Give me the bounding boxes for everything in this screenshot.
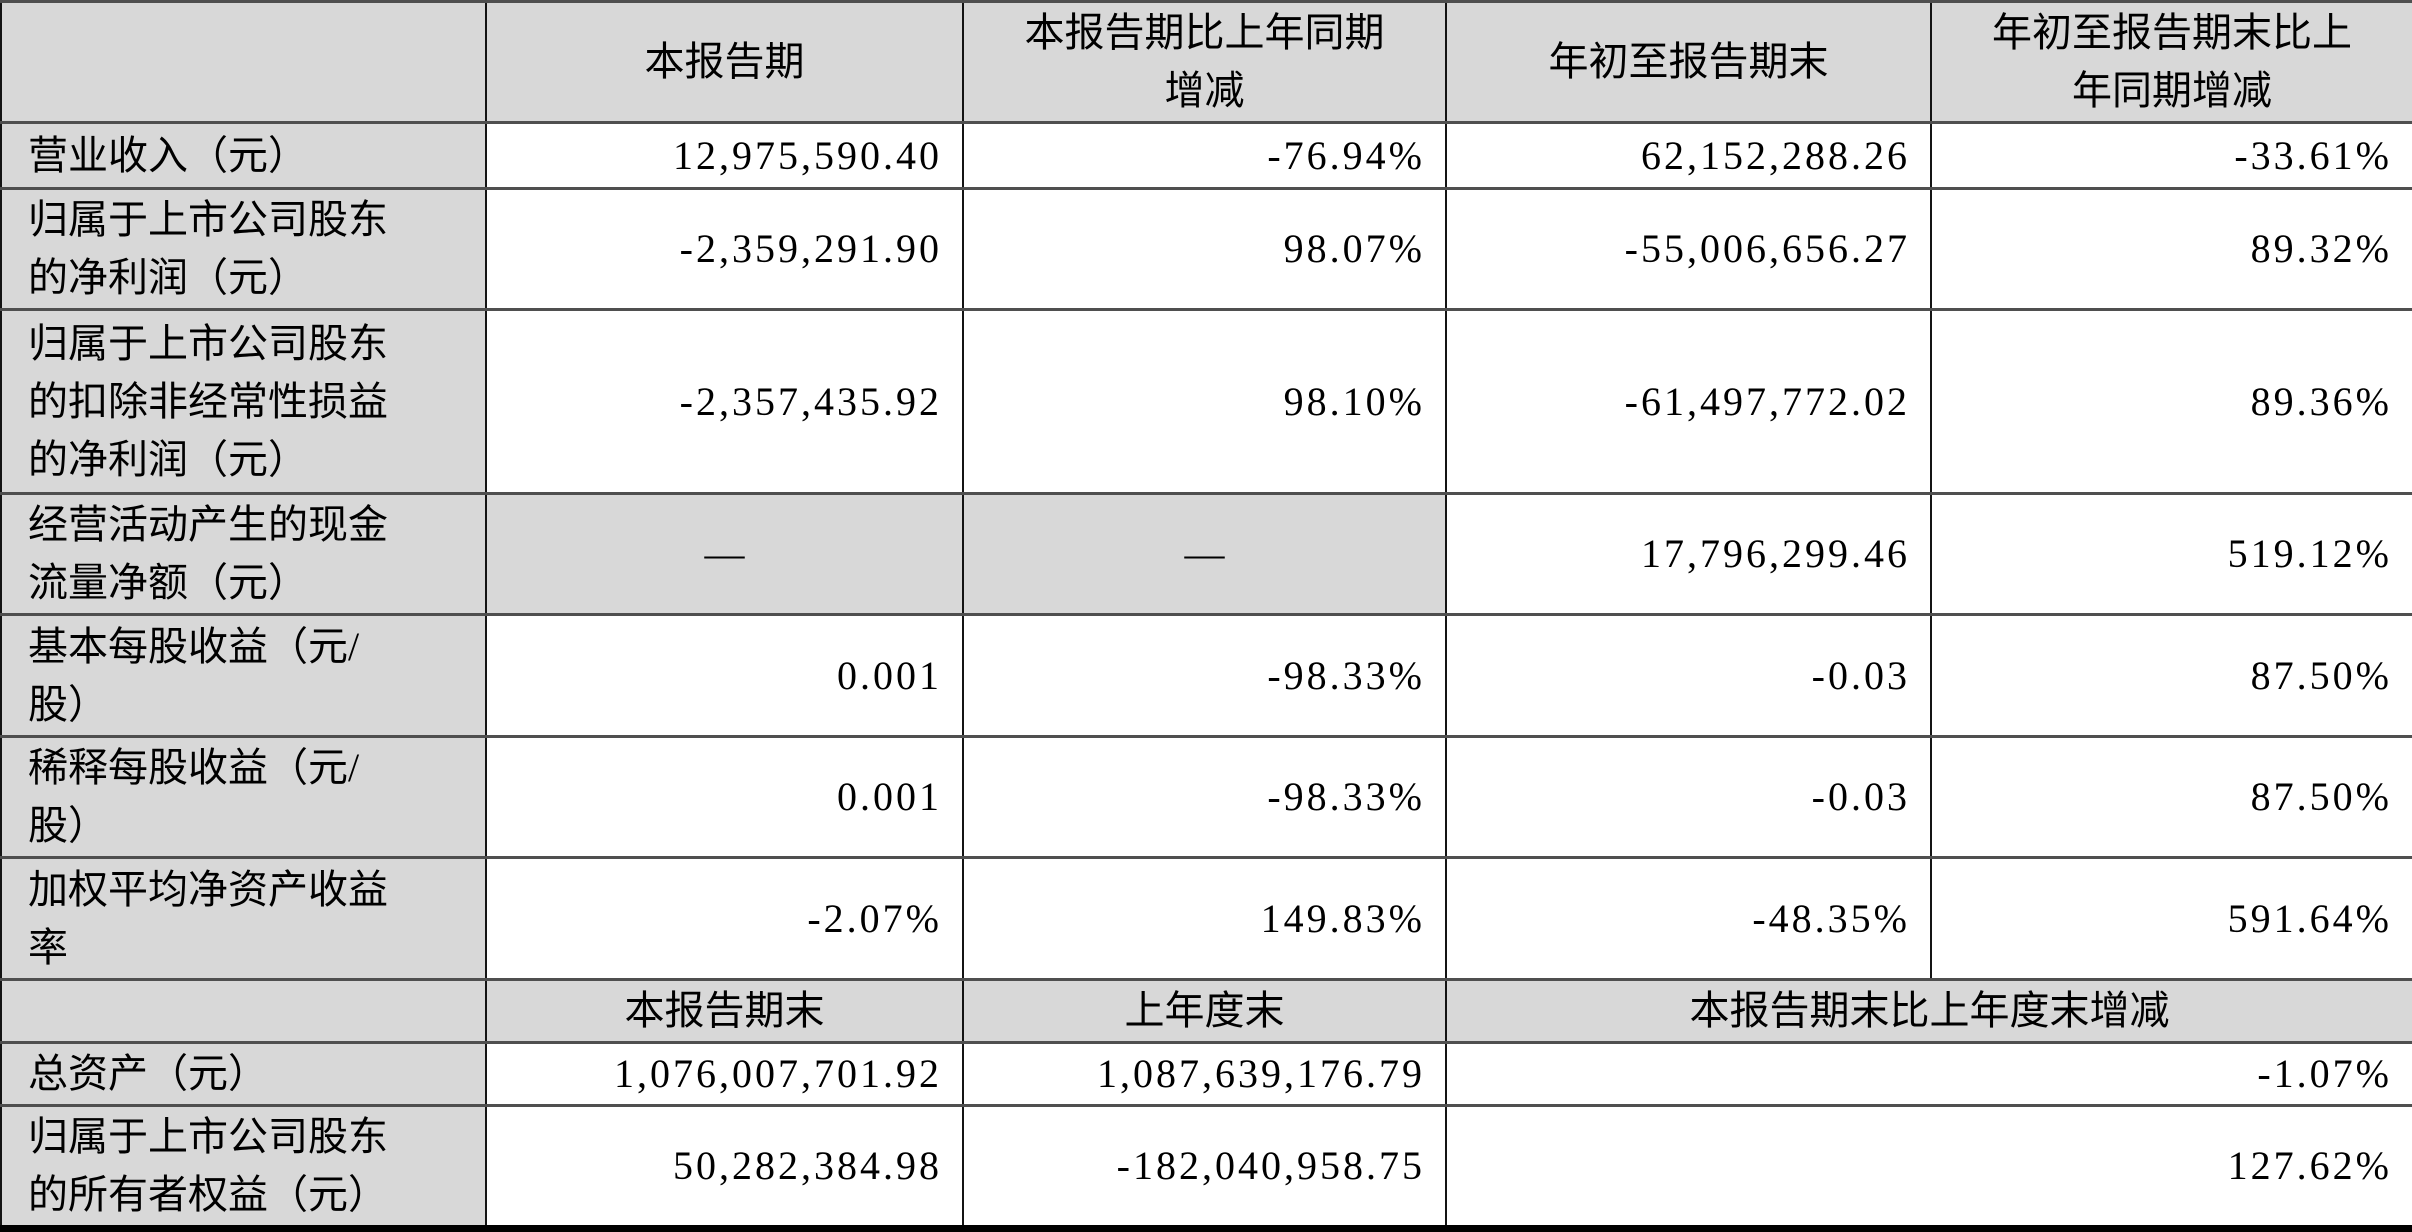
table-cell: 1,087,639,176.79 <box>962 1041 1447 1107</box>
table-cell: 1,076,007,701.92 <box>485 1041 964 1107</box>
table-cell: — <box>485 492 964 616</box>
table-cell: 98.10% <box>962 308 1447 495</box>
table-row-weighted-average-roe: 加权平均净资产收益 率 -2.07% 149.83% -48.35% 591.6… <box>0 856 2412 981</box>
table-cell: -61,497,772.02 <box>1445 308 1932 495</box>
table-cell: -55,006,656.27 <box>1445 187 1932 311</box>
table-cell: 17,796,299.46 <box>1445 492 1932 616</box>
row-label-operating-revenue: 营业收入（元） <box>0 121 487 190</box>
table-cell: -98.33% <box>962 735 1447 859</box>
table-cell: 87.50% <box>1930 735 2412 859</box>
row-label-basic-eps: 基本每股收益（元/ 股） <box>0 613 487 738</box>
table-cell: 62,152,288.26 <box>1445 121 1932 190</box>
table-cell: — <box>962 492 1447 616</box>
table-row-shareholders-equity: 归属于上市公司股东 的所有者权益（元） 50,282,384.98 -182,0… <box>0 1104 2412 1232</box>
row-label-net-profit: 归属于上市公司股东 的净利润（元） <box>0 187 487 311</box>
table-cell: -2,359,291.90 <box>485 187 964 311</box>
table-cell: 591.64% <box>1930 856 2412 981</box>
table-row-operating-cash-flow: 经营活动产生的现金 流量净额（元） — — 17,796,299.46 519.… <box>0 492 2412 616</box>
column-header-current-period: 本报告期 <box>485 0 964 124</box>
table-cell: 149.83% <box>962 856 1447 981</box>
table-cell: 89.32% <box>1930 187 2412 311</box>
table-cell: 519.12% <box>1930 492 2412 616</box>
column-header-year-to-date: 年初至报告期末 <box>1445 0 1932 124</box>
table-cell: -0.03 <box>1445 613 1932 738</box>
table-cell: -33.61% <box>1930 121 2412 190</box>
table-cell: -98.33% <box>962 613 1447 738</box>
table-cell: 127.62% <box>1445 1104 2412 1232</box>
table-cell: 89.36% <box>1930 308 2412 495</box>
table-row-net-profit-excl-nonrecurring: 归属于上市公司股东 的扣除非经常性损益 的净利润（元） -2,357,435.9… <box>0 308 2412 495</box>
row-label-weighted-average-roe: 加权平均净资产收益 率 <box>0 856 487 981</box>
table-cell: 0.001 <box>485 613 964 738</box>
table-header-row-period-end: 本报告期末 上年度末 本报告期末比上年度末增减 <box>0 978 2412 1044</box>
row-label-total-assets: 总资产（元） <box>0 1041 487 1107</box>
column-header-end-of-period: 本报告期末 <box>485 978 964 1044</box>
row-label-diluted-eps: 稀释每股收益（元/ 股） <box>0 735 487 859</box>
table-cell: 87.50% <box>1930 613 2412 738</box>
row-label-operating-cash-flow: 经营活动产生的现金 流量净额（元） <box>0 492 487 616</box>
table-row-basic-eps: 基本每股收益（元/ 股） 0.001 -98.33% -0.03 87.50% <box>0 613 2412 738</box>
table-row-operating-revenue: 营业收入（元） 12,975,590.40 -76.94% 62,152,288… <box>0 121 2412 190</box>
table-row-diluted-eps: 稀释每股收益（元/ 股） 0.001 -98.33% -0.03 87.50% <box>0 735 2412 859</box>
column-header-change-vs-end-of-last-year: 本报告期末比上年度末增减 <box>1445 978 2412 1044</box>
row-label-shareholders-equity: 归属于上市公司股东 的所有者权益（元） <box>0 1104 487 1232</box>
column-header-blank <box>0 0 487 124</box>
table-cell: -182,040,958.75 <box>962 1104 1447 1232</box>
table-cell: -2,357,435.92 <box>485 308 964 495</box>
column-header-end-of-last-year: 上年度末 <box>962 978 1447 1044</box>
column-header-blank <box>0 978 487 1044</box>
table-cell: -48.35% <box>1445 856 1932 981</box>
table-row-net-profit: 归属于上市公司股东 的净利润（元） -2,359,291.90 98.07% -… <box>0 187 2412 311</box>
table-cell: 12,975,590.40 <box>485 121 964 190</box>
table-cell: 98.07% <box>962 187 1447 311</box>
table-header-row-period: 本报告期 本报告期比上年同期 增减 年初至报告期末 年初至报告期末比上 年同期增… <box>0 0 2412 124</box>
table-cell: -0.03 <box>1445 735 1932 859</box>
column-header-ytd-change-vs-prior-year: 年初至报告期末比上 年同期增减 <box>1930 0 2412 124</box>
table-cell: -1.07% <box>1445 1041 2412 1107</box>
table-cell: -76.94% <box>962 121 1447 190</box>
row-label-net-profit-excl-nonrecurring: 归属于上市公司股东 的扣除非经常性损益 的净利润（元） <box>0 308 487 495</box>
table-cell: 0.001 <box>485 735 964 859</box>
table-cell: -2.07% <box>485 856 964 981</box>
table-cell: 50,282,384.98 <box>485 1104 964 1232</box>
table-row-total-assets: 总资产（元） 1,076,007,701.92 1,087,639,176.79… <box>0 1041 2412 1107</box>
column-header-change-vs-prior-year-period: 本报告期比上年同期 增减 <box>962 0 1447 124</box>
